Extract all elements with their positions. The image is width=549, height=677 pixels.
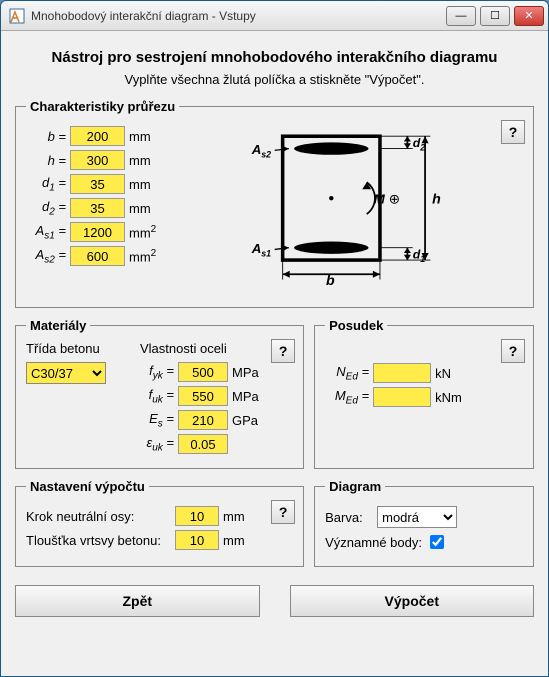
group-geometry: Charakteristiky průřezu ? b = mm h = mm bbox=[15, 99, 534, 308]
svg-text:As1: As1 bbox=[251, 241, 271, 259]
back-button[interactable]: Zpět bbox=[15, 585, 260, 617]
unit-fyk: MPa bbox=[232, 365, 259, 380]
label-Es: Es = bbox=[140, 411, 174, 430]
app-icon bbox=[9, 8, 25, 24]
unit-As1: mm2 bbox=[129, 224, 156, 240]
label-As2: As2 = bbox=[26, 247, 66, 266]
label-steel-props: Vlastnosti oceli bbox=[140, 341, 259, 356]
unit-MEd: kNm bbox=[435, 390, 462, 405]
label-fuk: fuk = bbox=[140, 387, 174, 406]
input-Es[interactable] bbox=[178, 410, 228, 430]
group-diagram-legend: Diagram bbox=[325, 479, 385, 494]
input-neutral-axis-step[interactable] bbox=[175, 506, 219, 526]
close-button[interactable]: ✕ bbox=[514, 6, 544, 26]
group-geometry-legend: Charakteristiky průřezu bbox=[26, 99, 179, 114]
input-d1[interactable] bbox=[70, 174, 125, 194]
label-MEd: MEd = bbox=[325, 388, 369, 407]
unit-h: mm bbox=[129, 153, 151, 168]
input-MEd[interactable] bbox=[373, 387, 431, 407]
group-materials-legend: Materiály bbox=[26, 318, 90, 333]
dialog-content: Nástroj pro sestrojení mnohobodového int… bbox=[1, 31, 548, 676]
window-buttons: — ☐ ✕ bbox=[446, 6, 544, 26]
label-significant-points: Významné body: bbox=[325, 535, 422, 550]
unit-step: mm bbox=[223, 509, 245, 524]
titlebar: Mnohobodový interakční diagram - Vstupy … bbox=[1, 1, 548, 31]
input-As1[interactable] bbox=[70, 222, 125, 242]
checkbox-significant-points[interactable] bbox=[430, 535, 444, 549]
help-button-assessment[interactable]: ? bbox=[501, 339, 525, 363]
unit-b: mm bbox=[129, 129, 151, 144]
group-assessment: Posudek ? NEd = kN MEd = kNm bbox=[314, 318, 534, 469]
group-assessment-legend: Posudek bbox=[325, 318, 387, 333]
unit-d2: mm bbox=[129, 201, 151, 216]
label-NEd: NEd = bbox=[325, 364, 369, 383]
input-d2[interactable] bbox=[70, 198, 125, 218]
unit-d1: mm bbox=[129, 177, 151, 192]
maximize-button[interactable]: ☐ bbox=[480, 6, 510, 26]
select-concrete-class[interactable]: C30/37 bbox=[26, 362, 106, 384]
svg-text:d2: d2 bbox=[413, 136, 426, 153]
unit-As2: mm2 bbox=[129, 248, 156, 264]
group-calc-legend: Nastavení výpočtu bbox=[26, 479, 149, 494]
svg-text:As2: As2 bbox=[251, 142, 271, 160]
svg-text:h: h bbox=[432, 190, 441, 206]
unit-cover: mm bbox=[223, 533, 245, 548]
label-concrete-class: Třída betonu bbox=[26, 341, 126, 356]
help-button-materials[interactable]: ? bbox=[271, 339, 295, 363]
label-b: b = bbox=[26, 129, 66, 144]
input-b[interactable] bbox=[70, 126, 125, 146]
group-calc-settings: Nastavení výpočtu ? Krok neutrální osy: … bbox=[15, 479, 304, 567]
svg-text:d1: d1 bbox=[413, 247, 426, 264]
label-d2: d2 = bbox=[26, 199, 66, 218]
label-color: Barva: bbox=[325, 510, 373, 525]
label-As1: As1 = bbox=[26, 223, 66, 242]
group-materials: Materiály ? Třída betonu C30/37 Vlastnos… bbox=[15, 318, 304, 469]
label-d1: d1 = bbox=[26, 175, 66, 194]
input-concrete-cover[interactable] bbox=[175, 530, 219, 550]
label-euk: εuk = bbox=[140, 435, 174, 454]
select-diagram-color[interactable]: modrá bbox=[377, 506, 457, 528]
input-fyk[interactable] bbox=[178, 362, 228, 382]
help-button-calc[interactable]: ? bbox=[271, 500, 295, 524]
label-fyk: fyk = bbox=[140, 363, 174, 382]
input-h[interactable] bbox=[70, 150, 125, 170]
page-title: Nástroj pro sestrojení mnohobodového int… bbox=[15, 49, 534, 66]
page-subtitle: Vyplňte všechna žlutá políčka a stisknět… bbox=[15, 72, 534, 87]
label-h: h = bbox=[26, 153, 66, 168]
input-As2[interactable] bbox=[70, 246, 125, 266]
svg-text:b: b bbox=[326, 272, 335, 288]
cross-section-diagram: M ⊕ h d2 bbox=[234, 122, 464, 297]
window-title: Mnohobodový interakční diagram - Vstupy bbox=[31, 9, 446, 23]
unit-fuk: MPa bbox=[232, 389, 259, 404]
label-concrete-cover: Tloušťka vrtsvy betonu: bbox=[26, 533, 171, 548]
dialog-window: Mnohobodový interakční diagram - Vstupy … bbox=[0, 0, 549, 677]
svg-text:⊕: ⊕ bbox=[389, 191, 400, 206]
minimize-button[interactable]: — bbox=[446, 6, 476, 26]
group-diagram: Diagram Barva: modrá Významné body: bbox=[314, 479, 534, 567]
label-neutral-axis-step: Krok neutrální osy: bbox=[26, 509, 171, 524]
input-NEd[interactable] bbox=[373, 363, 431, 383]
svg-text:M: M bbox=[374, 191, 386, 206]
unit-Es: GPa bbox=[232, 413, 258, 428]
input-euk[interactable] bbox=[178, 434, 228, 454]
input-fuk[interactable] bbox=[178, 386, 228, 406]
calculate-button[interactable]: Výpočet bbox=[290, 585, 535, 617]
geometry-inputs: b = mm h = mm d1 = mm d bbox=[26, 122, 226, 297]
help-button-geometry[interactable]: ? bbox=[501, 120, 525, 144]
unit-NEd: kN bbox=[435, 366, 451, 381]
